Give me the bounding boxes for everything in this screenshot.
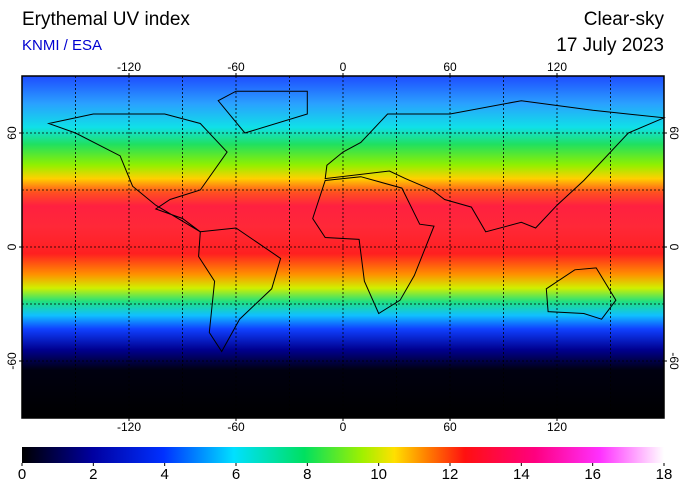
colorbar-tick-label: 6 <box>232 466 240 483</box>
lon-tick-label: 120 <box>547 420 567 434</box>
coastline <box>46 113 228 233</box>
condition: Clear-sky <box>584 9 665 30</box>
lat-tick-label: 60 <box>667 126 681 140</box>
source: KNMI / ESA <box>22 37 102 54</box>
lon-tick-label: 60 <box>443 420 457 434</box>
coastline <box>545 267 617 320</box>
coastline <box>324 100 666 233</box>
lon-tick-label: -60 <box>227 420 245 434</box>
coastline <box>217 90 308 134</box>
lon-tick-label: -60 <box>227 60 245 74</box>
coastlines <box>46 90 666 353</box>
lat-tick-label: 0 <box>667 244 681 251</box>
lat-tick-label: 0 <box>5 243 19 250</box>
lat-tick-label: 60 <box>5 126 19 140</box>
lon-tick-label: -120 <box>117 420 141 434</box>
colorbar-tick-label: 12 <box>442 466 459 483</box>
colorbar-tick-label: 0 <box>18 466 26 483</box>
coastline <box>312 176 435 315</box>
colorbar-tick-label: 18 <box>656 466 673 483</box>
colorbar-tick-label: 16 <box>584 466 601 483</box>
colorbar <box>22 447 664 463</box>
colorbar-tick-label: 10 <box>370 466 387 483</box>
lon-tick-label: -120 <box>117 60 141 74</box>
colorbar-tick-label: 8 <box>303 466 311 483</box>
colorbar-tick-label: 4 <box>160 466 168 483</box>
date: 17 July 2023 <box>556 35 664 56</box>
colorbar-tick-label: 14 <box>513 466 530 483</box>
lon-tick-label: 0 <box>340 420 347 434</box>
colorbar-tick-label: 2 <box>89 466 97 483</box>
lon-tick-label: 120 <box>547 60 567 74</box>
lon-tick-label: 60 <box>443 60 457 74</box>
graticule <box>22 76 664 418</box>
title: Erythemal UV index <box>22 9 190 30</box>
lon-tick-label: 0 <box>340 60 347 74</box>
coastline <box>198 227 282 353</box>
lat-tick-label: -60 <box>667 352 681 370</box>
lat-tick-label: -60 <box>5 352 19 370</box>
